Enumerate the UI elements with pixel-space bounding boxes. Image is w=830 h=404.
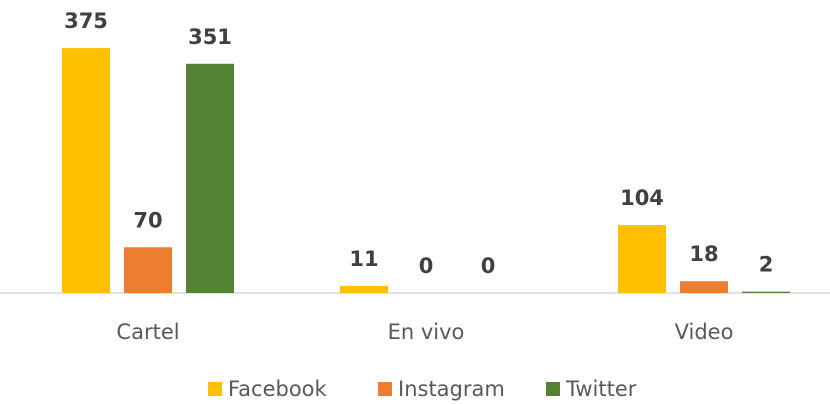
data-label: 11 xyxy=(349,247,378,271)
data-label: 2 xyxy=(759,253,774,277)
bar xyxy=(618,225,666,293)
bar xyxy=(62,48,110,293)
legend-label: Facebook xyxy=(228,377,328,401)
data-label: 70 xyxy=(133,208,162,232)
data-label: 351 xyxy=(188,25,232,49)
x-tick-label: En vivo xyxy=(388,320,465,344)
legend-label: Twitter xyxy=(565,377,637,401)
data-label: 0 xyxy=(481,254,496,278)
data-label: 375 xyxy=(64,9,108,33)
legend-label: Instagram xyxy=(398,377,505,401)
data-label: 18 xyxy=(689,242,718,266)
x-tick-label: Video xyxy=(675,320,734,344)
legend-swatch xyxy=(546,382,560,396)
bar xyxy=(340,285,388,293)
legend-swatch xyxy=(208,382,222,396)
x-tick-label: Cartel xyxy=(116,320,179,344)
data-label: 104 xyxy=(620,186,664,210)
bar xyxy=(124,247,172,293)
data-label: 0 xyxy=(419,254,434,278)
bar xyxy=(680,281,728,293)
bar xyxy=(742,291,790,293)
bar xyxy=(186,63,234,294)
legend-swatch xyxy=(378,382,392,396)
